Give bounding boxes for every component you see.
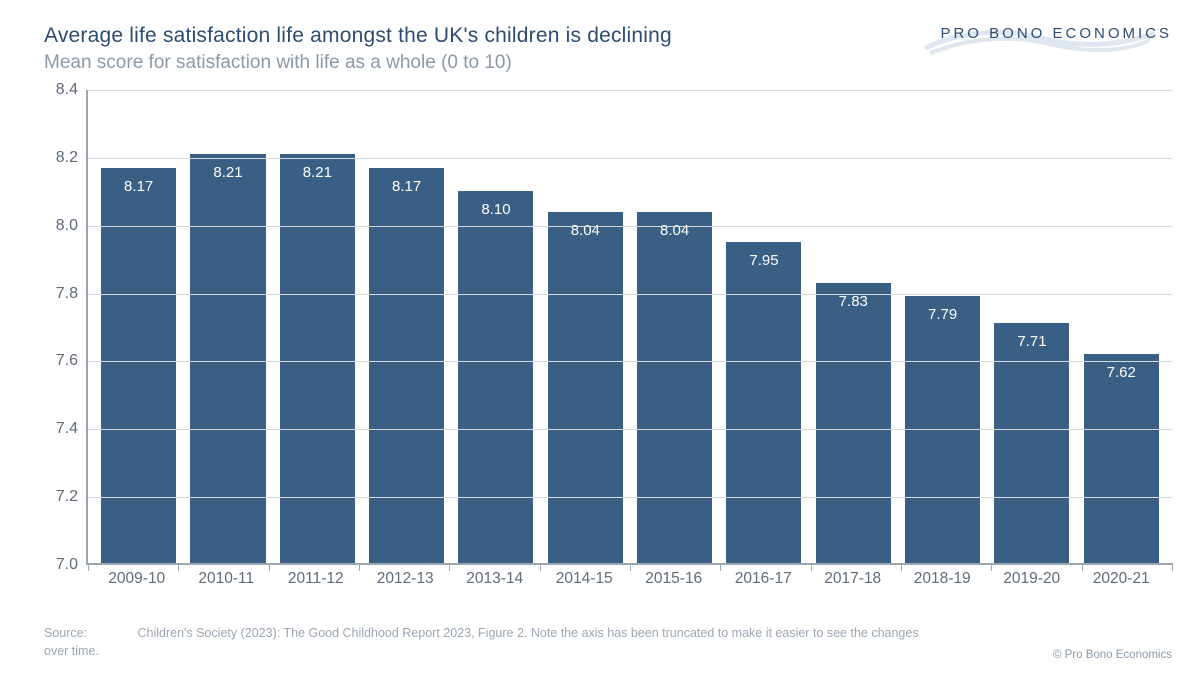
bar: 8.21 bbox=[190, 154, 265, 563]
brand-text: PRO BONO ECONOMICS bbox=[940, 25, 1172, 42]
brand-logo: PRO BONO ECONOMICS bbox=[940, 24, 1172, 44]
bar-value-label: 8.21 bbox=[213, 164, 242, 181]
bar-slot: 8.04 bbox=[541, 90, 630, 563]
bar-slot: 7.95 bbox=[719, 90, 808, 563]
gridline bbox=[88, 158, 1172, 159]
bars-container: 8.17 8.21 8.21 8.17 8.10 8.04 8.04 7.95 7.83 7.79… bbox=[88, 90, 1172, 563]
bar-value-label: 8.17 bbox=[124, 178, 153, 195]
bar-value-label: 8.04 bbox=[660, 222, 689, 239]
chart: 8.17 8.21 8.21 8.17 8.10 8.04 8.04 7.95 7.83 7.79… bbox=[44, 90, 1172, 600]
y-tick-label: 7.8 bbox=[56, 285, 78, 303]
copyright: © Pro Bono Economics bbox=[1053, 649, 1172, 661]
gridline bbox=[88, 226, 1172, 227]
x-tick-label: 2009-10 bbox=[92, 570, 182, 588]
gridline bbox=[88, 361, 1172, 362]
bar-slot: 8.21 bbox=[273, 90, 362, 563]
gridline bbox=[88, 294, 1172, 295]
bar-slot: 7.71 bbox=[987, 90, 1076, 563]
x-tick-label: 2017-18 bbox=[808, 570, 898, 588]
y-tick-label: 7.4 bbox=[56, 420, 78, 438]
chart-title: Average life satisfaction life amongst t… bbox=[44, 24, 940, 48]
bar: 8.21 bbox=[280, 154, 355, 563]
bar-value-label: 8.21 bbox=[303, 164, 332, 181]
bar: 7.83 bbox=[816, 283, 891, 563]
y-tick-label: 7.0 bbox=[56, 556, 78, 574]
x-tick-label: 2014-15 bbox=[540, 570, 630, 588]
x-tick-label: 2018-19 bbox=[898, 570, 988, 588]
y-tick-label: 8.4 bbox=[56, 81, 78, 99]
bar-value-label: 7.71 bbox=[1017, 333, 1046, 350]
header: Average life satisfaction life amongst t… bbox=[44, 24, 1172, 74]
y-tick-label: 8.0 bbox=[56, 217, 78, 235]
bar: 8.04 bbox=[637, 212, 712, 563]
bar: 8.04 bbox=[548, 212, 623, 563]
bar-slot: 8.17 bbox=[94, 90, 183, 563]
gridline bbox=[88, 90, 1172, 91]
bar-slot: 7.83 bbox=[809, 90, 898, 563]
source-text: Children's Society (2023): The Good Chil… bbox=[44, 626, 919, 659]
bar-value-label: 8.10 bbox=[481, 201, 510, 218]
gridline bbox=[88, 497, 1172, 498]
bar: 7.71 bbox=[994, 323, 1069, 563]
x-tick-label: 2015-16 bbox=[629, 570, 719, 588]
y-tick-label: 7.2 bbox=[56, 488, 78, 506]
bar-slot: 8.04 bbox=[630, 90, 719, 563]
page: Average life satisfaction life amongst t… bbox=[0, 0, 1200, 675]
x-tick-label: 2012-13 bbox=[361, 570, 451, 588]
y-tick-label: 7.6 bbox=[56, 352, 78, 370]
x-tick-label: 2019-20 bbox=[987, 570, 1077, 588]
y-tick-label: 8.2 bbox=[56, 149, 78, 167]
source-note: Source: Children's Society (2023): The G… bbox=[44, 624, 924, 662]
x-tick-label: 2016-17 bbox=[719, 570, 809, 588]
bar: 7.62 bbox=[1084, 354, 1159, 563]
chart-subtitle: Mean score for satisfaction with life as… bbox=[44, 52, 940, 74]
x-tick-label: 2011-12 bbox=[271, 570, 361, 588]
bar-slot: 8.10 bbox=[451, 90, 540, 563]
bar: 8.17 bbox=[369, 168, 444, 563]
x-axis-labels: 2009-102010-112011-122012-132013-142014-… bbox=[86, 570, 1172, 588]
bar-value-label: 8.17 bbox=[392, 178, 421, 195]
bar-slot: 7.79 bbox=[898, 90, 987, 563]
source-label: Source: bbox=[44, 624, 134, 643]
footer: Source: Children's Society (2023): The G… bbox=[44, 624, 1172, 662]
plot-area: 8.17 8.21 8.21 8.17 8.10 8.04 8.04 7.95 7.83 7.79… bbox=[86, 90, 1172, 565]
bar: 8.17 bbox=[101, 168, 176, 563]
bar-slot: 8.17 bbox=[362, 90, 451, 563]
x-axis-tick bbox=[1172, 563, 1173, 571]
bar: 7.95 bbox=[726, 242, 801, 563]
bar-value-label: 8.04 bbox=[571, 222, 600, 239]
bar-slot: 8.21 bbox=[183, 90, 272, 563]
bar-value-label: 7.79 bbox=[928, 306, 957, 323]
bar-value-label: 7.83 bbox=[839, 293, 868, 310]
x-tick-label: 2020-21 bbox=[1077, 570, 1167, 588]
title-block: Average life satisfaction life amongst t… bbox=[44, 24, 940, 74]
bar-slot: 7.62 bbox=[1077, 90, 1166, 563]
x-tick-label: 2013-14 bbox=[450, 570, 540, 588]
gridline bbox=[88, 429, 1172, 430]
x-tick-label: 2010-11 bbox=[182, 570, 272, 588]
bar-value-label: 7.62 bbox=[1107, 364, 1136, 381]
bar-value-label: 7.95 bbox=[749, 252, 778, 269]
bar: 8.10 bbox=[458, 191, 533, 563]
